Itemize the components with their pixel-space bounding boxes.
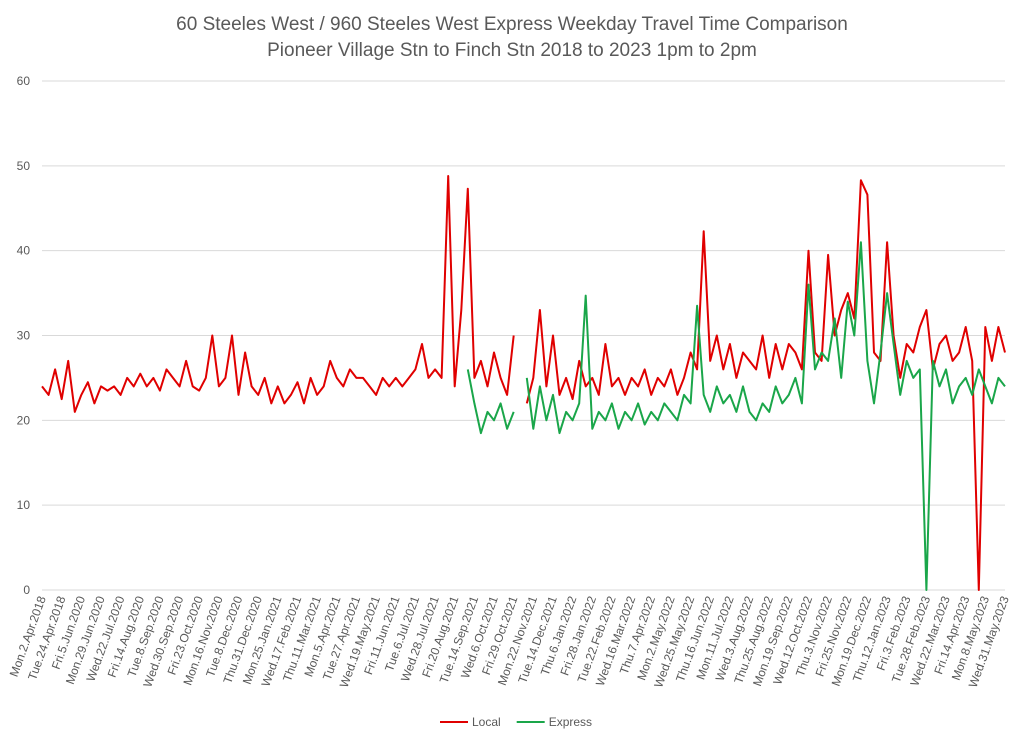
y-tick-label: 50 <box>17 159 31 173</box>
y-tick-label: 10 <box>17 498 31 512</box>
y-tick-label: 0 <box>23 583 30 597</box>
series-line <box>466 241 1006 591</box>
chart-title: 60 Steeles West / 960 Steeles West Expre… <box>176 14 848 35</box>
series-line <box>41 175 1006 591</box>
y-tick-label: 60 <box>17 74 31 88</box>
y-tick-label: 30 <box>17 329 31 343</box>
legend-label: Local <box>472 715 501 729</box>
legend-label: Express <box>549 715 592 729</box>
chart-subtitle: Pioneer Village Stn to Finch Stn 2018 to… <box>267 40 757 61</box>
y-tick-label: 20 <box>17 413 31 427</box>
y-tick-label: 40 <box>17 244 31 258</box>
